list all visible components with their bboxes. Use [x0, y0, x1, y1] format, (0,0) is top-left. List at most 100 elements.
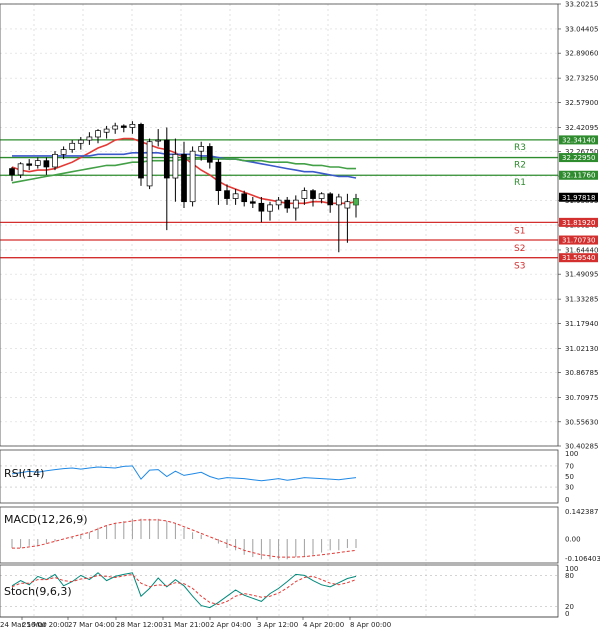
candle-bull — [335, 196, 342, 206]
candle-bull — [34, 160, 41, 166]
candle-bear — [249, 201, 256, 204]
candle-bear — [120, 125, 127, 128]
current-price-tag-bg — [559, 192, 598, 202]
candle-bear — [310, 190, 316, 199]
level-price-tag: 32.22950 — [562, 154, 595, 162]
candle-bull — [77, 139, 84, 144]
candle-bull — [172, 153, 179, 179]
candle-bear — [215, 161, 222, 192]
level-price-tag: 31.81920 — [562, 219, 595, 227]
level-price-tag: 32.11760 — [562, 172, 595, 180]
level-price-tag-bg — [559, 153, 598, 163]
candle-bear — [284, 199, 291, 209]
price-tick-label: 31.49095 — [565, 271, 598, 279]
level-label-s2: S2 — [514, 244, 525, 254]
price-tick-label: 31.17940 — [565, 320, 598, 328]
price-tick-label: 33.20215 — [565, 1, 598, 9]
current-price-tag: 31.97818 — [562, 194, 595, 202]
stoch-tick-label: 20 — [565, 603, 574, 611]
candle-bear — [138, 123, 144, 179]
panel-frame — [0, 506, 559, 564]
candle-bull — [189, 150, 196, 203]
level-price-tag-bg — [559, 235, 598, 245]
candle-bull — [318, 193, 325, 199]
level-label-r3: R3 — [514, 143, 526, 153]
level-price-tag-bg — [559, 217, 598, 227]
candle-bull — [301, 190, 308, 199]
candle-bull — [103, 128, 110, 133]
y-axes: 33.20215 33.04405 32.89060 32.73250 32.57900… — [558, 1, 600, 618]
candle-bull — [155, 139, 162, 142]
candle-bull — [344, 201, 351, 209]
price-tick-label: 30.55630 — [565, 418, 598, 426]
candle-bull — [60, 149, 67, 155]
level-label-r2: R2 — [514, 161, 526, 171]
stoch-title: Stoch(9,6,3) — [4, 585, 72, 598]
rsi-title: RSI(14) — [4, 467, 44, 480]
rsi-panel — [0, 465, 558, 488]
price-tick-label: 30.86785 — [565, 369, 598, 377]
price-tick-label: 30.70975 — [565, 394, 598, 402]
candle-bear — [26, 163, 33, 166]
level-price-tag: 32.34140 — [562, 136, 595, 144]
price-tick-label: 32.42095 — [565, 124, 598, 132]
price-tick-label: 32.26750 — [565, 148, 598, 156]
candle-bull — [86, 136, 93, 141]
macd-panel — [11, 518, 357, 560]
stoch-main-line — [11, 572, 357, 609]
stoch-signal-line — [11, 573, 357, 606]
candle-bull — [52, 153, 58, 168]
x-tick-label: 8 Apr 00:00 — [350, 621, 391, 629]
candle-bull — [69, 142, 76, 150]
level-price-tag-bg — [559, 253, 598, 263]
stoch-panel — [0, 572, 558, 609]
rsi-tick-label: 30 — [565, 484, 574, 492]
level-price-tag-bg — [559, 170, 598, 180]
macd-tick-label: -0.106403 — [565, 555, 600, 563]
level-label-s1: S1 — [514, 226, 525, 236]
candle-bear — [327, 193, 334, 206]
x-tick-label: 25 Mar 20:00 — [22, 621, 69, 629]
price-tick-label: 31.02130 — [565, 345, 598, 353]
x-tick-label: 28 Mar 12:00 — [116, 621, 163, 629]
candle-bull — [146, 141, 153, 187]
candle-bull — [232, 193, 239, 199]
level-price-tag-bg — [559, 135, 598, 145]
x-tick-label: 31 Mar 21:00 — [163, 621, 210, 629]
macd-signal-line — [12, 519, 357, 558]
candle-bear — [43, 160, 50, 168]
candle-bull — [198, 146, 205, 152]
candle-bull — [267, 204, 273, 212]
stoch-tick-label: 100 — [565, 565, 578, 573]
x-tick-label: 2 Apr 04:00 — [210, 621, 251, 629]
rsi-tick-label: 0 — [565, 496, 569, 504]
candle-bear — [206, 146, 213, 163]
macd-tick-label: 0.00 — [565, 536, 581, 544]
price-tick-label: 30.40285 — [565, 443, 598, 451]
rsi-line — [11, 465, 357, 482]
candle-bull — [112, 125, 119, 130]
x-tick-label: 24 Mar 16:00 — [0, 621, 47, 629]
candle-bear — [181, 153, 187, 203]
candle-bear — [224, 190, 230, 199]
macd-tick-label: 0.142387 — [565, 508, 598, 516]
macd-title: MACD(12,26,9) — [4, 513, 88, 526]
price-tick-label: 32.89060 — [565, 50, 598, 58]
candle-bull — [129, 123, 136, 128]
price-tick-label: 33.04405 — [565, 25, 598, 33]
price-tick-label: 31.33285 — [565, 296, 598, 304]
x-tick-label: 27 Mar 04:00 — [68, 621, 115, 629]
candle-bear — [9, 168, 15, 176]
candle-current — [353, 198, 359, 206]
level-price-tag: 31.70730 — [562, 237, 595, 245]
price-tick-label: 32.73250 — [565, 75, 598, 83]
panel-frame — [0, 449, 559, 504]
level-label-s3: S3 — [514, 262, 525, 272]
level-price-tag: 31.59540 — [562, 254, 595, 262]
candle-bull — [17, 163, 24, 176]
level-label-r1: R1 — [514, 178, 526, 188]
candle-bear — [241, 193, 248, 203]
